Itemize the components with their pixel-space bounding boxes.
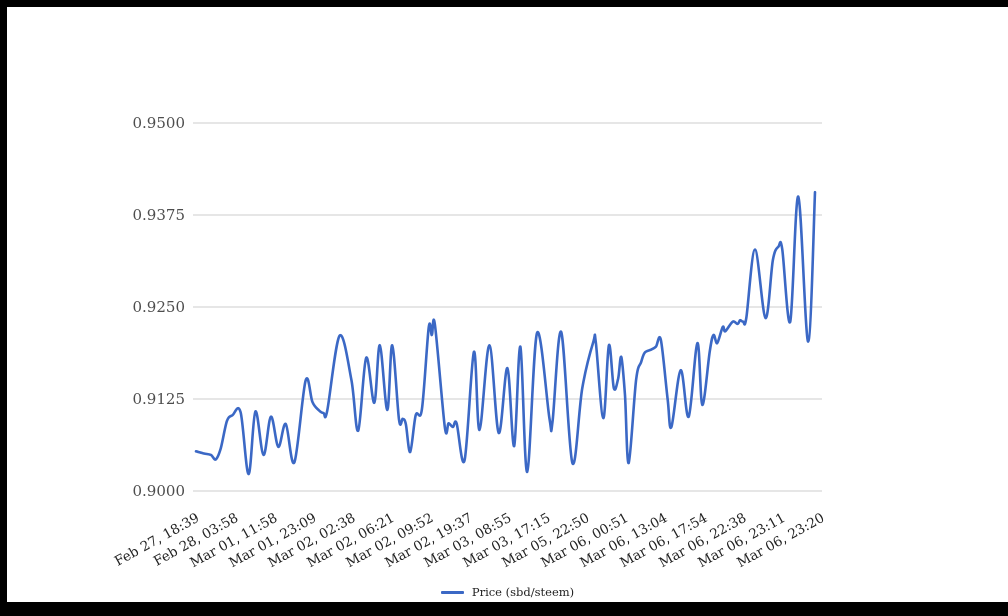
chart-panel: 0.9000 0.9125 0.9250 0.9375 0.9500 Feb 27, 1…	[7, 7, 1008, 602]
legend-line-swatch	[440, 590, 464, 594]
legend: Price (sbd/steem)	[7, 585, 1008, 599]
chart-canvas[interactable]	[7, 7, 1008, 602]
y-tick-label: 0.9375	[132, 206, 186, 224]
y-tick-label: 0.9000	[132, 482, 186, 500]
y-tick-label: 0.9250	[132, 298, 186, 316]
y-tick-label: 0.9500	[132, 114, 186, 132]
legend-label: Price (sbd/steem)	[471, 585, 575, 599]
price-line[interactable]	[194, 190, 817, 476]
y-tick-label: 0.9125	[132, 390, 186, 408]
